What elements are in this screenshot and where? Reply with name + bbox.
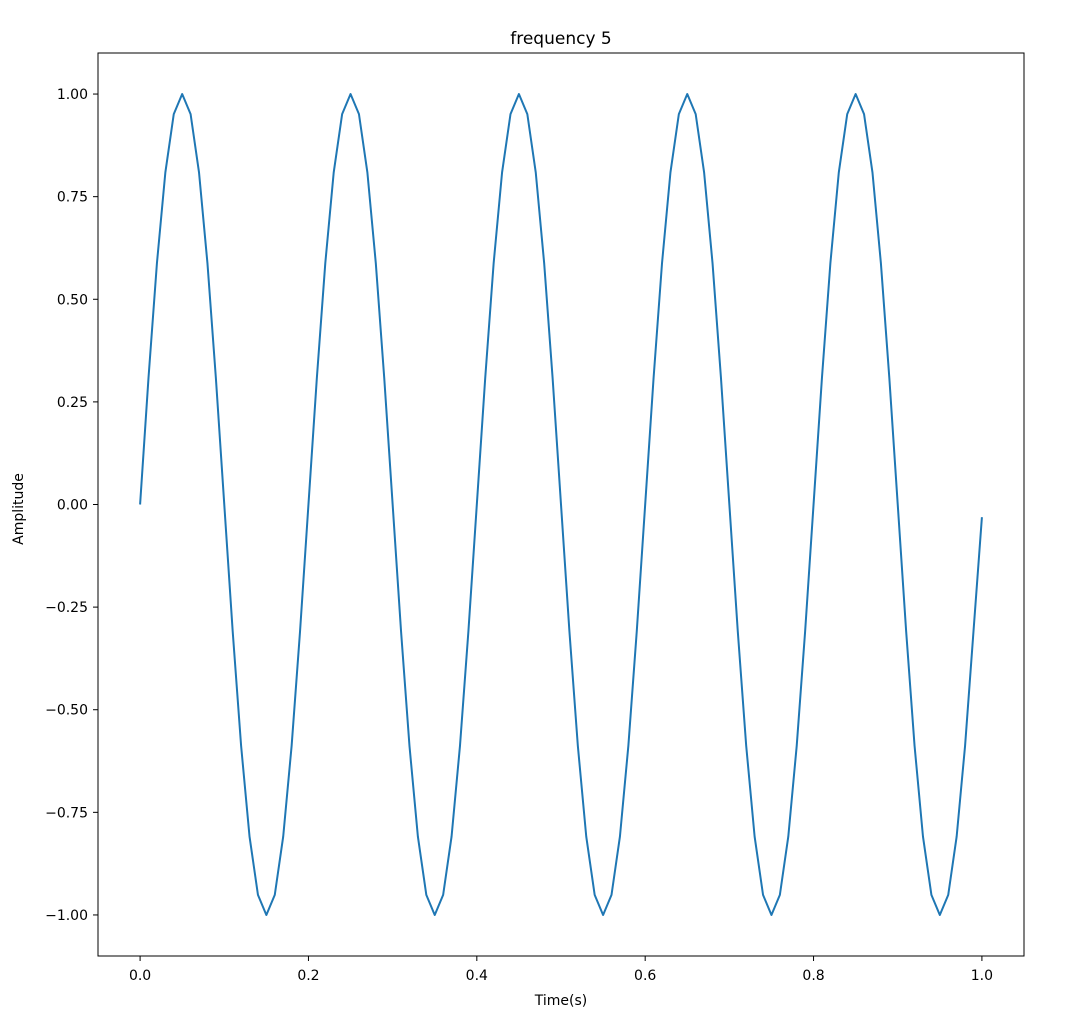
x-tick-label: 0.0 xyxy=(129,968,151,984)
x-tick-label: 0.4 xyxy=(466,968,488,984)
y-tick-label: −0.75 xyxy=(45,805,88,821)
x-tick-label: 0.8 xyxy=(802,968,824,984)
y-tick-label: 1.00 xyxy=(57,87,88,103)
x-tick-label: 0.6 xyxy=(634,968,656,984)
y-tick-label: 0.75 xyxy=(57,190,88,206)
y-tick-label: 0.50 xyxy=(57,292,88,308)
y-tick-label: −1.00 xyxy=(45,908,88,924)
y-tick-label: −0.25 xyxy=(45,600,88,616)
x-tick-label: 0.2 xyxy=(297,968,319,984)
y-tick-label: 0.00 xyxy=(57,498,88,514)
x-axis-ticks: 0.0 0.2 0.4 0.6 0.8 1.0 xyxy=(129,956,993,984)
x-tick-label: 1.0 xyxy=(971,968,993,984)
y-axis-ticks: 1.00 0.75 0.50 0.25 0.00 −0.25 −0.50 −0.75 −1.00 xyxy=(45,87,98,924)
x-axis-label: Time(s) xyxy=(534,993,587,1009)
series-line xyxy=(139,93,983,916)
chart-title: frequency 5 xyxy=(510,29,612,49)
y-axis-label: Amplitude xyxy=(11,473,27,545)
y-tick-label: −0.50 xyxy=(45,703,88,719)
plot-frame xyxy=(97,52,1025,957)
y-tick-label: 0.25 xyxy=(57,395,88,411)
